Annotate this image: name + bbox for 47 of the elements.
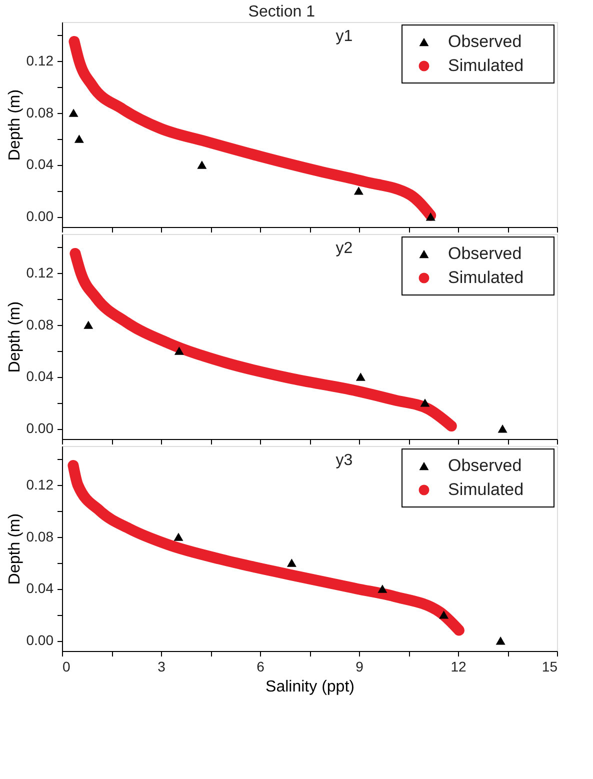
legend-label: Simulated xyxy=(448,480,524,499)
y-tick-label: 0.04 xyxy=(26,156,54,172)
annotation: y1 xyxy=(336,28,353,45)
x-tick-label: 6 xyxy=(256,658,265,674)
annotation: y2 xyxy=(336,240,353,257)
y-axis-title: Depth (m) xyxy=(6,513,24,585)
x-tick-label: 9 xyxy=(356,658,364,674)
x-tick-label: 12 xyxy=(450,658,466,674)
annotation: y3 xyxy=(336,452,353,469)
point xyxy=(496,636,506,645)
point xyxy=(74,134,84,143)
legend-label: Observed xyxy=(448,32,522,51)
point xyxy=(174,532,184,541)
point xyxy=(68,108,78,117)
y-tick-label: 0.08 xyxy=(26,316,54,332)
y-tick-label: 0.00 xyxy=(26,208,54,224)
point xyxy=(356,372,366,381)
y-tick-label: 0.08 xyxy=(26,104,54,120)
y-tick-label: 0.12 xyxy=(26,476,54,492)
point xyxy=(498,424,508,433)
legend-label: Observed xyxy=(448,244,522,263)
point xyxy=(378,584,388,593)
y-tick-label: 0.04 xyxy=(26,580,54,596)
y-tick-label: 0.00 xyxy=(26,420,54,436)
point xyxy=(420,398,430,407)
point xyxy=(426,212,436,221)
point xyxy=(354,186,364,195)
y-tick-label: 0.04 xyxy=(26,368,54,384)
y-axis-title: Depth (m) xyxy=(6,89,24,161)
y-tick-label: 0.00 xyxy=(26,632,54,648)
chart-title: Section 1 xyxy=(248,4,316,20)
x-tick-label: 15 xyxy=(542,658,558,674)
point xyxy=(174,346,184,355)
legend-label: Simulated xyxy=(448,56,524,75)
legend-label: Simulated xyxy=(448,268,524,287)
x-tick-label: 0 xyxy=(62,658,70,674)
point xyxy=(197,160,207,169)
point xyxy=(439,610,449,619)
x-axis-title: Salinity (ppt) xyxy=(266,678,354,696)
y-axis-title: Depth (m) xyxy=(6,301,24,373)
point xyxy=(286,558,296,567)
y-tick-label: 0.08 xyxy=(26,528,54,544)
y-tick-label: 0.12 xyxy=(26,52,54,68)
legend-label: Observed xyxy=(448,456,522,475)
y-tick-label: 0.12 xyxy=(26,264,54,280)
x-tick-label: 3 xyxy=(158,658,166,674)
point xyxy=(84,320,94,329)
